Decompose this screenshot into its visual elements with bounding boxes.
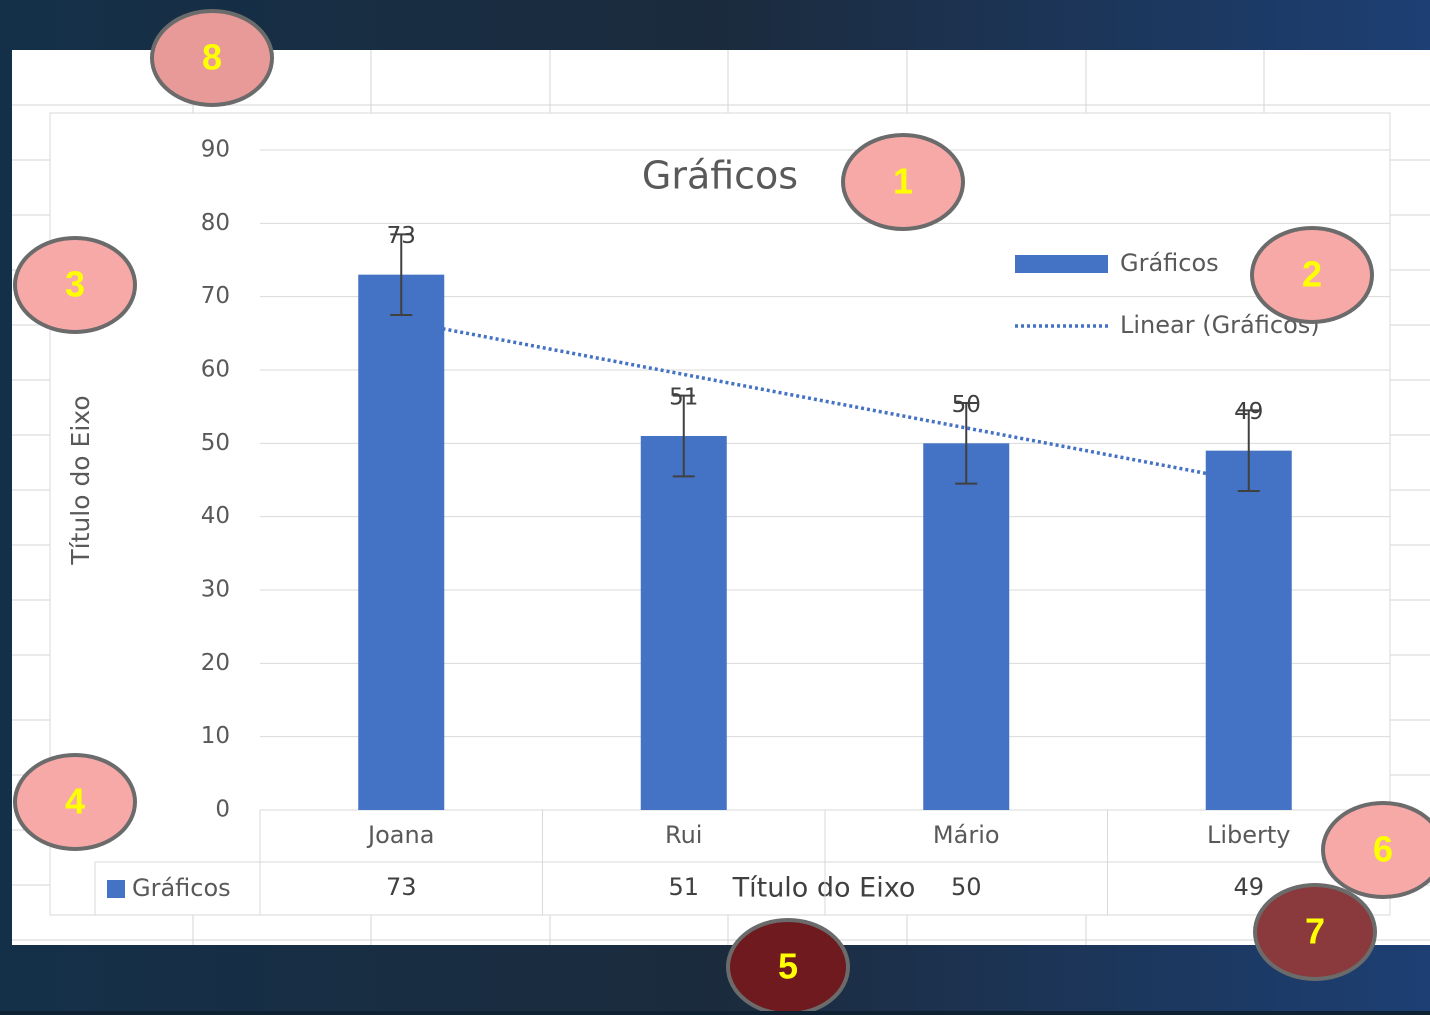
chart-title: Gráficos <box>642 154 798 198</box>
y-tick-label: 0 <box>215 797 230 823</box>
y-tick-label: 40 <box>201 503 230 529</box>
y-tick-label: 20 <box>201 650 230 676</box>
x-tick-label: Mário <box>933 821 1000 849</box>
data-table-value: 73 <box>386 873 417 901</box>
y-tick-label: 90 <box>201 137 230 163</box>
y-tick-label: 10 <box>201 723 230 749</box>
annotation-marker <box>150 9 274 107</box>
y-tick-label: 70 <box>201 283 230 309</box>
annotation-label: 1 <box>893 161 913 202</box>
x-tick-label: Joana <box>366 821 434 849</box>
legend-key <box>1015 255 1108 273</box>
data-table-key <box>107 880 125 898</box>
annotation-marker <box>1250 226 1374 324</box>
bar <box>1205 450 1292 810</box>
annotation-marker <box>841 133 965 231</box>
data-table-series-name: Gráficos <box>132 874 231 902</box>
bar <box>358 274 445 811</box>
data-label: 50 <box>952 392 981 418</box>
bar <box>923 443 1010 810</box>
data-label: 73 <box>387 223 416 249</box>
data-table-value: 49 <box>1233 873 1264 901</box>
y-tick-label: 60 <box>201 357 230 383</box>
annotation-label: 5 <box>778 946 798 987</box>
x-tick-label: Rui <box>665 821 702 849</box>
y-tick-label: 50 <box>201 430 230 456</box>
error-bar <box>390 233 413 316</box>
error-bar <box>955 402 978 485</box>
bar <box>640 436 727 810</box>
annotation-marker <box>13 753 137 851</box>
y-tick-label: 80 <box>201 210 230 236</box>
data-table-value: 50 <box>951 873 982 901</box>
annotation-label: 6 <box>1373 829 1393 870</box>
legend-label: Gráficos <box>1120 249 1219 277</box>
data-label: 51 <box>669 385 698 411</box>
data-label: 49 <box>1234 399 1263 425</box>
annotation-label: 4 <box>65 781 85 822</box>
x-axis-title: Título do Eixo <box>732 873 916 904</box>
y-tick-label: 30 <box>201 577 230 603</box>
error-bar <box>1237 409 1260 492</box>
annotation-label: 8 <box>202 37 222 78</box>
annotation-marker <box>13 236 137 334</box>
data-table-value: 51 <box>668 873 699 901</box>
annotation-label: 2 <box>1302 254 1322 295</box>
annotation-marker <box>1253 883 1377 981</box>
annotation-label: 7 <box>1305 911 1325 952</box>
y-axis-title: Título do Eixo <box>66 395 95 565</box>
annotation-marker <box>1321 801 1430 899</box>
error-bar <box>672 394 695 478</box>
x-tick-label: Liberty <box>1207 821 1291 849</box>
annotation-label: 3 <box>65 264 85 305</box>
